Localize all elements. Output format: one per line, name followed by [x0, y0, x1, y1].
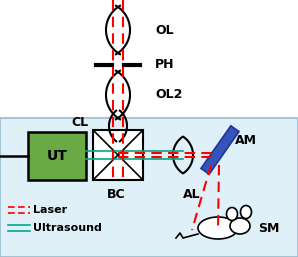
- Text: AL: AL: [183, 188, 201, 201]
- Polygon shape: [201, 126, 239, 174]
- Text: PH: PH: [155, 59, 175, 71]
- Ellipse shape: [230, 218, 250, 234]
- Text: UT: UT: [46, 149, 67, 163]
- Text: OL: OL: [155, 23, 174, 36]
- Bar: [28, 132, 86, 180]
- Ellipse shape: [240, 206, 252, 218]
- Text: Laser: Laser: [33, 205, 67, 215]
- Ellipse shape: [226, 207, 238, 221]
- Ellipse shape: [198, 217, 238, 239]
- Text: BC: BC: [107, 188, 125, 201]
- Text: SM: SM: [258, 222, 280, 234]
- Text: OL2: OL2: [155, 88, 182, 102]
- Text: CL: CL: [71, 115, 88, 128]
- Text: AM: AM: [235, 133, 257, 146]
- Text: Ultrasound: Ultrasound: [33, 223, 102, 233]
- Bar: [0, 118, 298, 257]
- Bar: [93, 130, 143, 180]
